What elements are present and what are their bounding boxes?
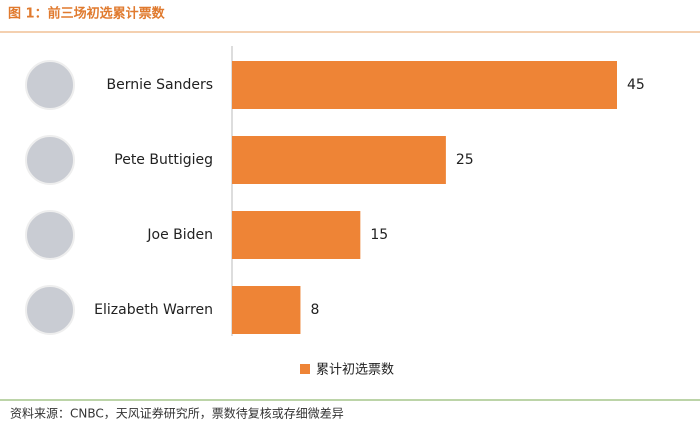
portrait: [25, 135, 75, 185]
chart-title: 图 1：前三场初选累计票数: [8, 6, 166, 22]
bar: [232, 61, 617, 109]
portrait: [25, 60, 75, 110]
y-tick-label: Pete Buttigieg: [114, 152, 213, 168]
bar: [232, 211, 361, 259]
value-label: 25: [456, 152, 474, 168]
legend-label: 累计初选票数: [316, 363, 394, 378]
bar: [232, 136, 446, 184]
bar: [232, 286, 301, 334]
value-label: 8: [310, 302, 319, 318]
portrait: [25, 285, 75, 335]
y-tick-label: Elizabeth Warren: [94, 302, 213, 318]
portrait: [25, 210, 75, 260]
value-label: 45: [627, 77, 645, 93]
legend-swatch: [300, 364, 310, 374]
y-tick-label: Bernie Sanders: [107, 77, 213, 93]
y-tick-label: Joe Biden: [146, 227, 213, 243]
value-label: 15: [370, 227, 388, 243]
source-note: 资料来源：CNBC，天风证券研究所，票数待复核或存细微差异: [10, 406, 344, 421]
